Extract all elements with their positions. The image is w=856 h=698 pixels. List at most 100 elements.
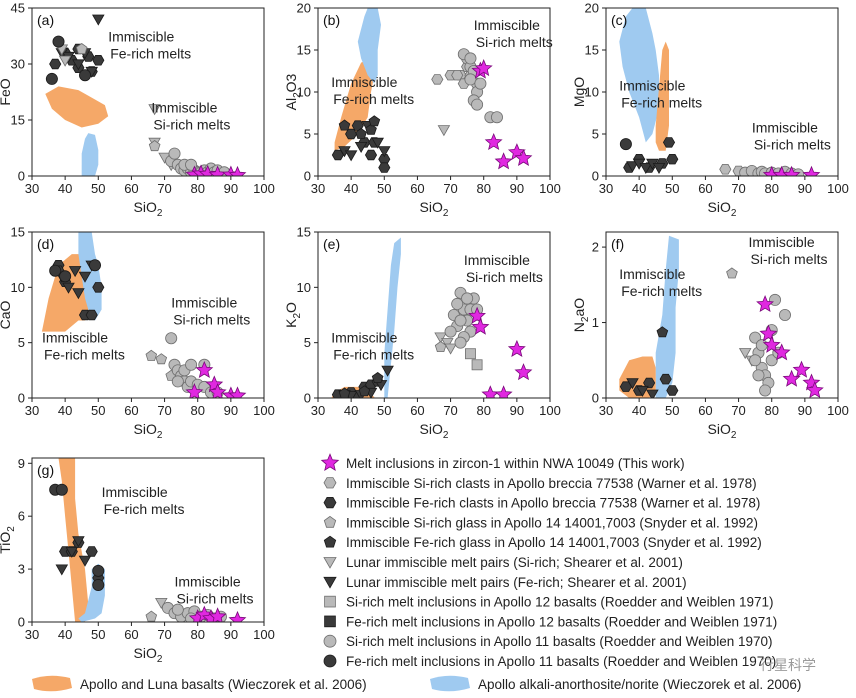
- marker-fe_clasts-g: [85, 546, 98, 557]
- annotation-g-1: Immiscible Si-rich melts: [175, 574, 254, 607]
- marker-lunar_fe-g: [72, 536, 85, 548]
- marker-si_glass-a: [75, 43, 88, 54]
- y-tick-label: 10: [297, 85, 311, 100]
- marker-fe_clasts-d: [85, 309, 98, 321]
- y-axis-title: TiO2: [0, 526, 17, 554]
- x-axis-title: SiO2: [134, 645, 163, 665]
- marker-si_a11-f: [765, 354, 778, 367]
- marker-melt_inclusions-f: [772, 343, 791, 361]
- x-tick-label: 80: [190, 403, 204, 418]
- marker-melt_inclusions-d: [228, 386, 247, 398]
- x-tick-label: 40: [632, 181, 646, 196]
- marker-fe_clasts-b: [364, 149, 378, 161]
- marker-fe_glass-e: [371, 372, 384, 384]
- marker-melt_inclusions-g: [228, 610, 247, 622]
- marker-lunar_si-f: [738, 348, 752, 360]
- x-tick-label: 100: [253, 627, 275, 642]
- panel-g: 30 40 50 60 70 80 90 100 0 3 6 9 SiO2 TiO2 (g) Immiscib…: [0, 456, 275, 665]
- plot-area-a: [45, 14, 247, 176]
- marker-melt_inclusions-c: [802, 165, 821, 176]
- x-tick-label: 80: [190, 627, 204, 642]
- y-axis-title: MgO: [571, 77, 587, 107]
- legend-entry: Immiscible Si-rich glass in Apollo 14 14…: [323, 515, 758, 530]
- marker-melt_inclusions-e: [494, 385, 513, 398]
- legend-marker-circle: [323, 634, 337, 648]
- marker-melt_inclusions-d: [208, 383, 227, 398]
- region-alkali-b: [357, 8, 381, 84]
- watermark-text: 行星科学: [760, 657, 816, 673]
- x-tick-label: 30: [599, 403, 613, 418]
- y-tick-label: 5: [304, 335, 311, 350]
- legend-entry: Lunar immiscible melt pairs (Si-rich; Sh…: [323, 555, 683, 570]
- marker-fe_glass-b: [365, 123, 377, 135]
- x-tick-label: 30: [25, 181, 39, 196]
- y-tick-label: 6: [18, 509, 25, 524]
- marker-si_glass-f: [726, 267, 738, 279]
- marker-melt_inclusions-g: [208, 607, 227, 622]
- y-tick-label: 0: [18, 615, 25, 630]
- legend-label: Immiscible Fe-rich clasts in Apollo brec…: [346, 496, 760, 511]
- marker-fe_a11-d: [49, 264, 62, 277]
- legend-label: Fe-rich melt inclusions in Apollo 11 bas…: [346, 654, 776, 669]
- marker-lunar_fe-b: [344, 150, 358, 162]
- marker-lunar_fe-f: [636, 385, 649, 397]
- x-tick-label: 70: [731, 403, 745, 418]
- plot-area-e: [331, 237, 533, 398]
- marker-fe_clasts-d: [92, 282, 105, 293]
- x-tick-label: 60: [698, 403, 712, 418]
- marker-si_a11-f: [749, 331, 762, 344]
- marker-fe_a11-g: [55, 483, 68, 496]
- marker-fe_glass-b: [355, 127, 367, 139]
- marker-melt_inclusions-b: [484, 132, 503, 151]
- panel-d: 30 40 50 60 70 80 90 100 0 5 10 15 SiO2 CaO (d) Immisci…: [0, 225, 275, 442]
- region-luna-g: [58, 458, 89, 622]
- legend: Melt inclusions in zircon-1 within NWA 1…: [32, 453, 801, 692]
- legend-entry: Immiscible Si-rich clasts in Apollo brec…: [323, 476, 757, 491]
- y-tick-label: 15: [297, 225, 311, 240]
- x-tick-label: 60: [124, 181, 138, 196]
- region-alkali-e: [384, 237, 401, 398]
- x-tick-label: 90: [224, 403, 238, 418]
- y-tick-label: 3: [18, 562, 25, 577]
- marker-lunar_fe-b: [378, 146, 391, 158]
- marker-fe_clasts-b: [378, 162, 391, 173]
- marker-si_a11-e: [451, 297, 464, 310]
- x-tick-label: 30: [311, 403, 325, 418]
- legend-marker-square: [324, 595, 336, 608]
- annotation-a-1: Immiscible Si-rich melts: [151, 100, 230, 133]
- annotation-c-1: Immiscible Si-rich melts: [752, 119, 831, 152]
- marker-si_a11-b: [474, 77, 487, 90]
- x-tick-label: 90: [798, 403, 812, 418]
- y-tick-label: 0: [592, 169, 599, 184]
- panel-label-c: (c): [611, 12, 627, 28]
- x-tick-label: 40: [58, 181, 72, 196]
- x-axis-title: SiO2: [708, 421, 737, 441]
- y-tick-label: 5: [304, 127, 311, 142]
- x-tick-label: 60: [410, 403, 424, 418]
- legend-region-label: Apollo alkali-anorthosite/norite (Wieczo…: [478, 677, 801, 692]
- y-tick-label: 5: [18, 335, 25, 350]
- marker-fe_glass-b: [338, 119, 351, 131]
- legend-marker-tri_down: [323, 557, 337, 569]
- y-tick-label: 5: [592, 127, 599, 142]
- marker-melt_inclusions-f: [759, 324, 778, 342]
- marker-si_glass-d: [155, 353, 168, 365]
- x-tick-label: 70: [443, 181, 457, 196]
- marker-melt_inclusions-f: [762, 335, 781, 353]
- annotation-d-1: Immiscible Si-rich melts: [171, 294, 250, 327]
- plot-frame-g: [31, 457, 265, 623]
- x-tick-label: 30: [311, 181, 325, 196]
- panel-e: 30 40 50 60 70 80 90 100 0 5 10 15 SiO2 K2O (e) Immisci…: [283, 225, 561, 442]
- region-alkali-d: [78, 232, 102, 321]
- annotation-g-0: Immiscible Fe-rich melts: [102, 484, 185, 517]
- marker-si_a11-f: [759, 384, 772, 397]
- marker-fe_a11-g: [92, 578, 105, 591]
- marker-fe_clasts-a: [49, 58, 62, 70]
- y-tick-label: 0: [18, 169, 25, 184]
- y-tick-label: 30: [11, 57, 25, 72]
- marker-melt_inclusions-d: [195, 360, 214, 378]
- marker-si_a11-f: [752, 369, 765, 382]
- marker-fe_clasts-f: [659, 373, 672, 385]
- marker-fe_glass-e: [338, 387, 351, 398]
